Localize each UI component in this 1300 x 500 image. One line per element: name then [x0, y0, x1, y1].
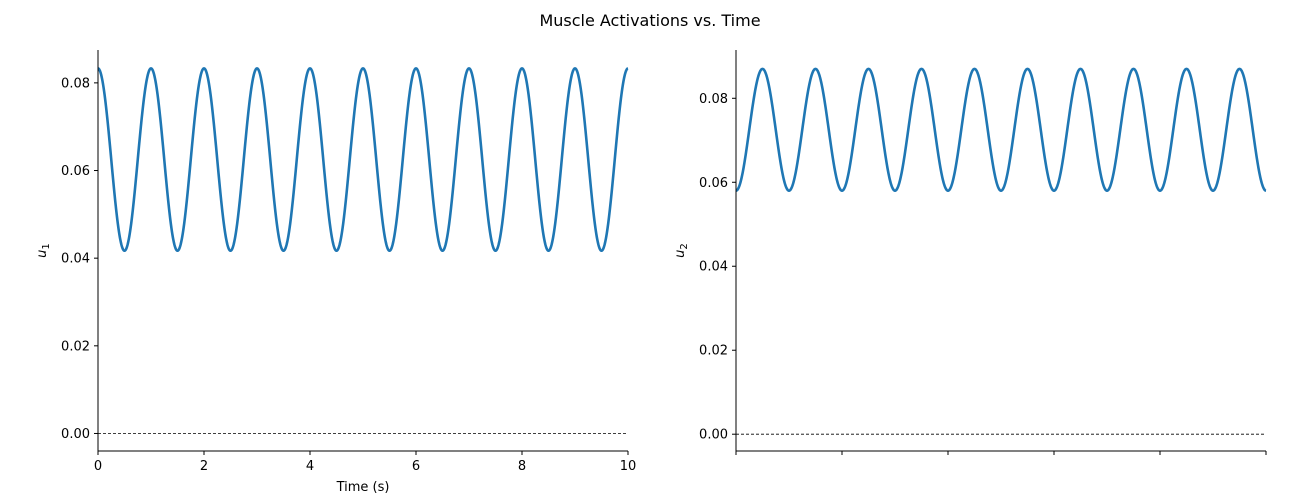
- x-tick-label: 0: [94, 459, 102, 474]
- x-tick-label: 8: [518, 459, 526, 474]
- y-axis-label-subscript: 1: [41, 243, 52, 249]
- y-tick-label: 0.02: [61, 339, 90, 354]
- x-tick-label: 2: [200, 459, 208, 474]
- y-tick-label: 0.08: [699, 92, 728, 107]
- y-axis-label-symbol: u: [673, 250, 688, 258]
- x-tick-label: 4: [306, 459, 314, 474]
- x-axis-label: Time (s): [336, 480, 390, 495]
- y-tick-label: 0.00: [699, 428, 728, 443]
- y-tick-label: 0.06: [61, 164, 90, 179]
- y-axis-label-subscript: 2: [679, 243, 690, 249]
- y-axis-label-symbol: u: [35, 250, 50, 258]
- subplot-u2: 0.00 0.02 0.04 0.06 0.08 u2: [673, 50, 1267, 455]
- x-tick-label: 10: [620, 459, 637, 474]
- y-tick-label: 0.02: [699, 344, 728, 359]
- y-tick-label: 0.00: [61, 427, 90, 442]
- series-line-2: [735, 67, 1267, 192]
- subplot-u1: 0.00 0.02 0.04 0.06 0.08 0 2 4 6 8 10 Time (s) u1: [35, 50, 636, 495]
- y-tick-label: 0.04: [61, 252, 90, 267]
- series-line-1: [97, 67, 629, 253]
- y-axis-label: u2: [673, 243, 690, 258]
- y-tick-label: 0.06: [699, 176, 728, 191]
- y-tick-label: 0.08: [61, 76, 90, 91]
- figure-suptitle: Muscle Activations vs. Time: [539, 11, 760, 30]
- y-axis-label: u1: [35, 243, 52, 258]
- x-tick-label: 6: [412, 459, 420, 474]
- y-tick-label: 0.04: [699, 260, 728, 275]
